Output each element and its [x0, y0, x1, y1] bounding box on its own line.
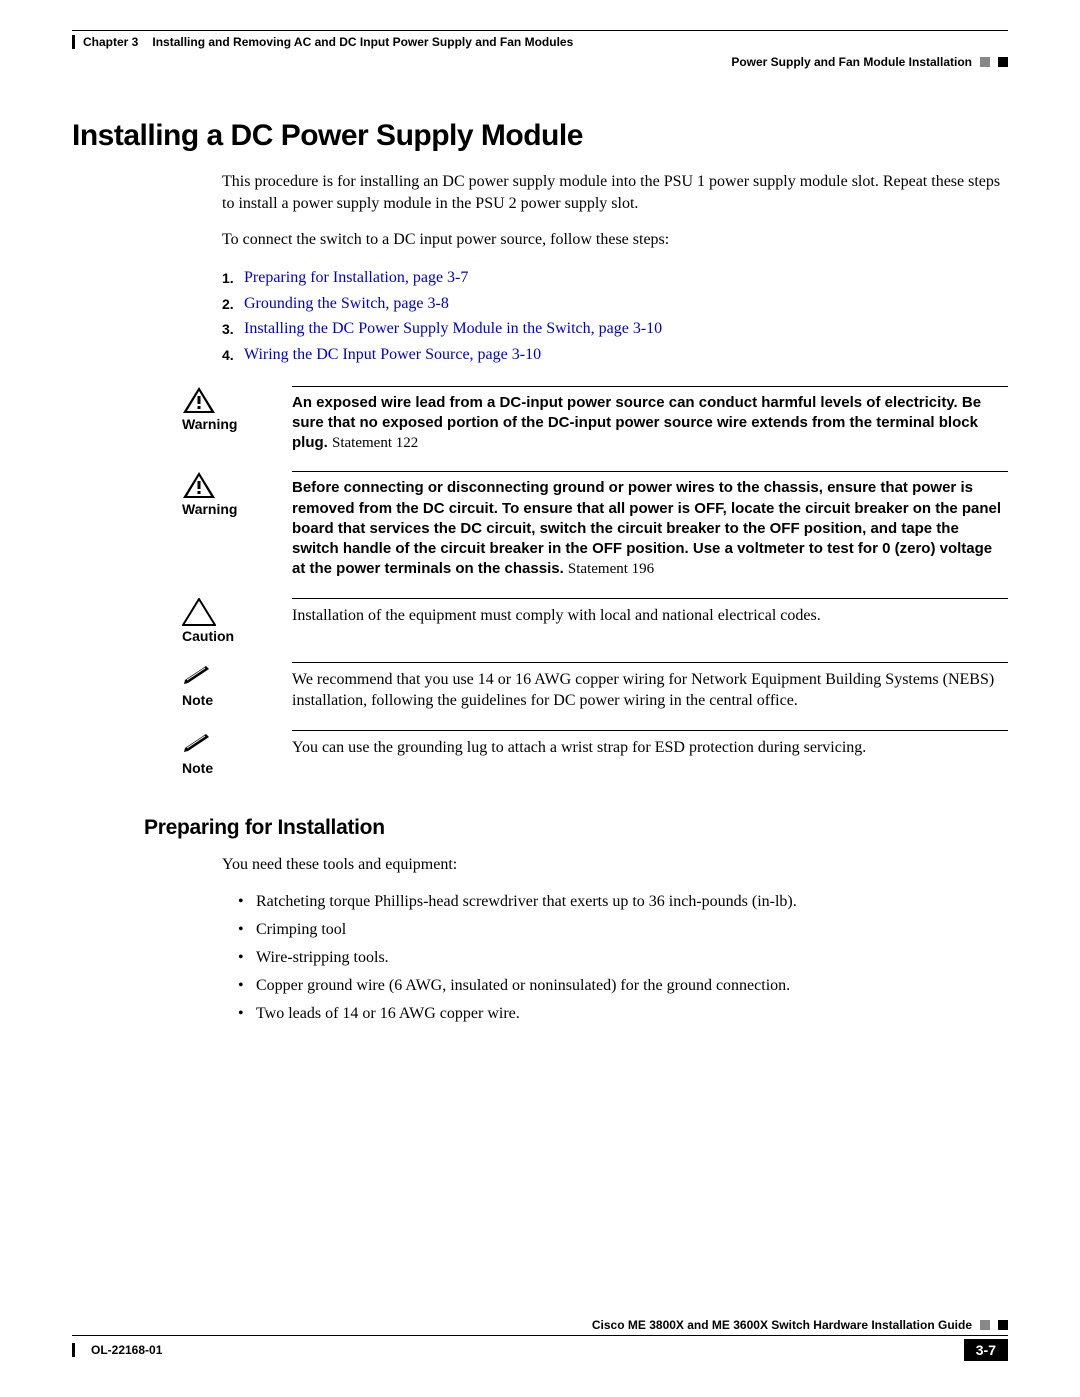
footer-square-icon: [980, 1320, 990, 1330]
prep-body: You need these tools and equipment: Ratc…: [222, 854, 1008, 1026]
note-block: Note You can use the grounding lug to at…: [182, 730, 1008, 776]
list-item: Two leads of 14 or 16 AWG copper wire.: [256, 1002, 1008, 1026]
warning-icon: [182, 386, 216, 414]
caution-text: Installation of the equipment must compl…: [292, 598, 1008, 627]
header-square-icon: [998, 57, 1008, 67]
page-header: Chapter 3 Installing and Removing AC and…: [72, 30, 1008, 69]
chapter-title: Installing and Removing AC and DC Input …: [152, 35, 573, 49]
warning-text: Before connecting or disconnecting groun…: [292, 471, 1008, 579]
list-item: 2.Grounding the Switch, page 3-8: [222, 291, 1008, 317]
warning-block: Warning Before connecting or disconnecti…: [182, 471, 1008, 579]
caution-icon: [182, 598, 216, 626]
note-text: We recommend that you use 14 or 16 AWG c…: [292, 662, 1008, 712]
header-rule-mark: [72, 35, 75, 49]
section-title: Power Supply and Fan Module Installation: [731, 55, 972, 69]
caution-label: Caution: [182, 628, 234, 644]
warning-label: Warning: [182, 501, 237, 517]
intro-paragraph-2: To connect the switch to a DC input powe…: [222, 229, 1008, 251]
footer-square-icon: [998, 1320, 1008, 1330]
note-text: You can use the grounding lug to attach …: [292, 730, 1008, 759]
footer-top: Cisco ME 3800X and ME 3600X Switch Hardw…: [72, 1318, 1008, 1336]
step-link[interactable]: Installing the DC Power Supply Module in…: [244, 320, 662, 337]
admon-label-col: Caution: [182, 598, 292, 644]
list-item: 1.Preparing for Installation, page 3-7: [222, 265, 1008, 291]
note-icon: [182, 730, 212, 758]
footer-rule-mark: [72, 1343, 75, 1357]
note-label: Note: [182, 760, 213, 776]
bullet-list: Ratcheting torque Phillips-head screwdri…: [222, 890, 1008, 1026]
warning-icon: [182, 471, 216, 499]
footer-bottom: OL-22168-01 3-7: [72, 1336, 1008, 1361]
page-title: Installing a DC Power Supply Module: [72, 119, 1008, 153]
warning-text: An exposed wire lead from a DC-input pow…: [292, 386, 1008, 454]
step-link[interactable]: Wiring the DC Input Power Source, page 3…: [244, 346, 541, 363]
admon-label-col: Note: [182, 662, 292, 708]
page-footer: Cisco ME 3800X and ME 3600X Switch Hardw…: [72, 1318, 1008, 1361]
admon-label-col: Warning: [182, 471, 292, 517]
header-line-2: Power Supply and Fan Module Installation: [72, 55, 1008, 69]
chapter-label: Chapter 3: [83, 35, 138, 49]
list-item: 4.Wiring the DC Input Power Source, page…: [222, 342, 1008, 368]
note-icon: [182, 662, 212, 690]
warning-label: Warning: [182, 416, 237, 432]
admon-label-col: Note: [182, 730, 292, 776]
prep-intro: You need these tools and equipment:: [222, 854, 1008, 876]
list-item: Crimping tool: [256, 918, 1008, 942]
body-column: This procedure is for installing an DC p…: [222, 171, 1008, 368]
header-square-icon: [980, 57, 990, 67]
page-number: 3-7: [964, 1339, 1008, 1361]
footer-left: OL-22168-01: [72, 1343, 162, 1357]
footer-guide-title: Cisco ME 3800X and ME 3600X Switch Hardw…: [592, 1318, 972, 1332]
warning-block: Warning An exposed wire lead from a DC-i…: [182, 386, 1008, 454]
section-heading: Preparing for Installation: [144, 816, 1008, 840]
caution-block: Caution Installation of the equipment mu…: [182, 598, 1008, 644]
list-item: 3.Installing the DC Power Supply Module …: [222, 316, 1008, 342]
list-item: Wire-stripping tools.: [256, 946, 1008, 970]
step-list: 1.Preparing for Installation, page 3-7 2…: [222, 265, 1008, 367]
note-label: Note: [182, 692, 213, 708]
intro-paragraph-1: This procedure is for installing an DC p…: [222, 171, 1008, 215]
doc-number: OL-22168-01: [91, 1343, 162, 1357]
admon-label-col: Warning: [182, 386, 292, 432]
header-line-1: Chapter 3 Installing and Removing AC and…: [72, 35, 1008, 49]
list-item: Copper ground wire (6 AWG, insulated or …: [256, 974, 1008, 998]
step-link[interactable]: Grounding the Switch, page 3-8: [244, 295, 449, 312]
note-block: Note We recommend that you use 14 or 16 …: [182, 662, 1008, 712]
step-link[interactable]: Preparing for Installation, page 3-7: [244, 269, 468, 286]
list-item: Ratcheting torque Phillips-head screwdri…: [256, 890, 1008, 914]
